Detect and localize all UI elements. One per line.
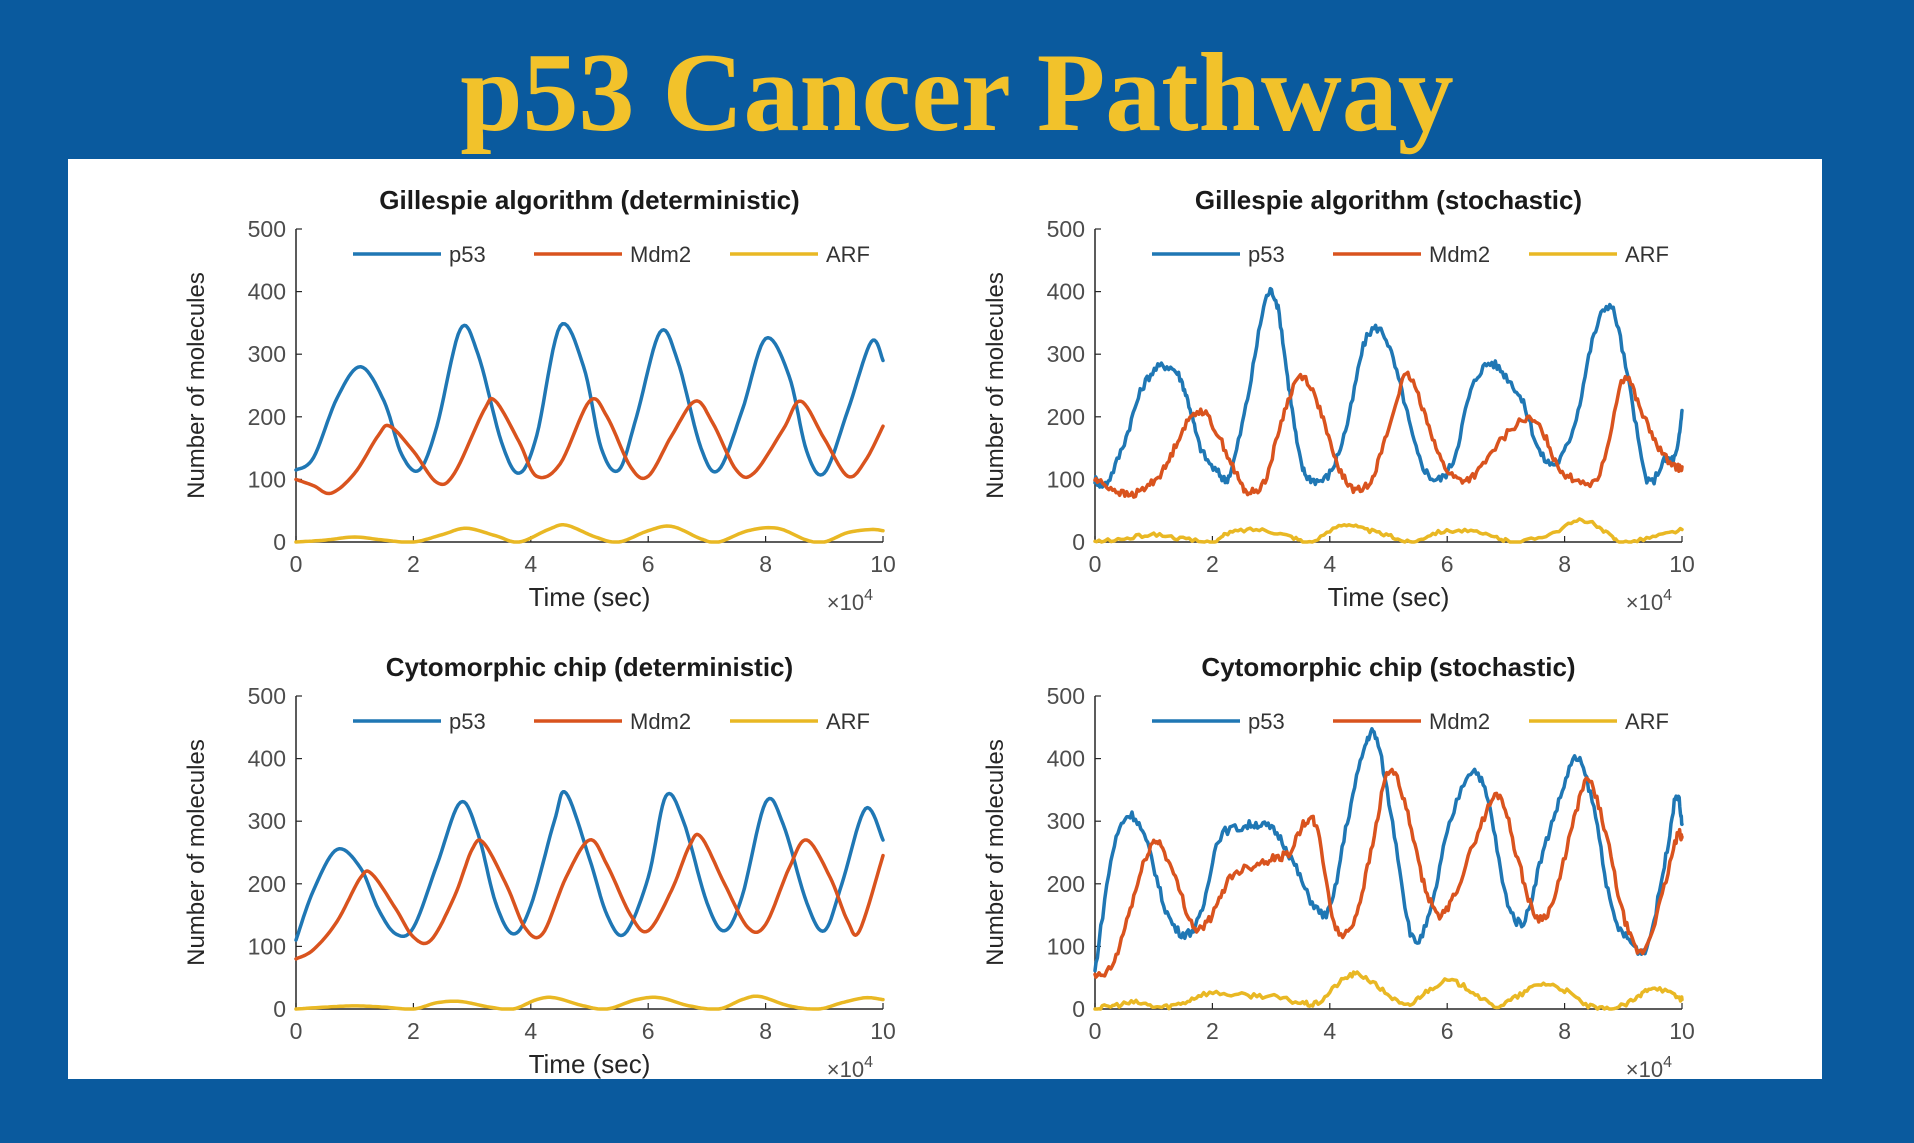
series-arf-line: [294, 994, 885, 1011]
x-tick-label: 0: [290, 1018, 303, 1044]
x-tick-label: 6: [1441, 1018, 1454, 1044]
legend-label-mdm2: Mdm2: [630, 709, 691, 734]
chart-title: Gillespie algorithm (deterministic): [379, 185, 799, 215]
chart-3: Cytomorphic chip (deterministic)01002003…: [183, 652, 896, 1079]
y-tick-label: 200: [248, 404, 286, 430]
y-tick-label: 300: [1047, 808, 1085, 834]
legend-label-arf: ARF: [1625, 242, 1669, 267]
y-tick-label: 300: [248, 808, 286, 834]
x-tick-label: 8: [759, 1018, 772, 1044]
legend-label-mdm2: Mdm2: [1429, 242, 1490, 267]
figure-panel: Gillespie algorithm (deterministic) 0 100 2…: [68, 159, 1822, 1079]
x-exponent-label: ×104: [827, 1054, 873, 1079]
series-mdm2-line: [294, 832, 885, 961]
series-p53-line: [1093, 286, 1684, 489]
y-axis-label: Number of molecules: [183, 272, 210, 499]
y-tick-label: 200: [1047, 404, 1085, 430]
chart-grid: Gillespie algorithm (deterministic)01002…: [183, 185, 1695, 1079]
x-tick-label: 10: [870, 551, 896, 577]
legend-label-p53: p53: [1248, 242, 1285, 267]
x-exponent-power: 4: [864, 1054, 873, 1071]
x-exponent-label: ×104: [1626, 1054, 1672, 1079]
y-tick-label: 400: [1047, 746, 1085, 772]
x-axis-label: Time (sec): [529, 582, 651, 612]
x-exponent-power: 4: [864, 587, 873, 604]
series-mdm2-line: [1093, 767, 1684, 979]
series-p53-line: [1093, 727, 1684, 973]
x-tick-label: 4: [1323, 1018, 1336, 1044]
slide-title: p53 Cancer Pathway: [460, 31, 1454, 155]
x-exponent-power: 4: [1663, 587, 1672, 604]
y-tick-label: 0: [273, 996, 286, 1022]
x-tick-label: 0: [290, 551, 303, 577]
series-mdm2-line: [1093, 370, 1684, 499]
legend-label-p53: p53: [449, 242, 486, 267]
y-tick-label: 300: [1047, 341, 1085, 367]
chart-title: Gillespie algorithm (stochastic): [1195, 185, 1582, 215]
x-tick-label: 0: [1089, 551, 1102, 577]
legend-label-mdm2: Mdm2: [630, 242, 691, 267]
series-p53-line: [294, 322, 885, 477]
x-tick-label: 6: [1441, 551, 1454, 577]
x-tick-label: 10: [870, 1018, 896, 1044]
x-tick-label: 2: [407, 551, 420, 577]
chart-title: Cytomorphic chip (deterministic): [386, 652, 793, 682]
y-tick-label: 500: [248, 683, 286, 709]
y-tick-label: 500: [1047, 216, 1085, 242]
x-tick-label: 6: [642, 1018, 655, 1044]
legend-label-p53: p53: [1248, 709, 1285, 734]
y-tick-label: 200: [248, 871, 286, 897]
y-tick-label: 400: [1047, 279, 1085, 305]
x-tick-label: 8: [759, 551, 772, 577]
series-p53-line: [294, 790, 885, 942]
y-tick-label: 100: [1047, 466, 1085, 492]
x-tick-label: 4: [1323, 551, 1336, 577]
legend-label-p53: p53: [449, 709, 486, 734]
y-tick-label: 100: [248, 933, 286, 959]
chart-4: Cytomorphic chip (stochastic)01002003004…: [982, 652, 1695, 1079]
series-mdm2-line: [294, 396, 885, 496]
series-arf-line: [1093, 970, 1684, 1011]
x-tick-label: 4: [524, 551, 537, 577]
legend-label-arf: ARF: [1625, 709, 1669, 734]
y-tick-label: 0: [273, 529, 286, 555]
y-axis-label: Number of molecules: [982, 272, 1009, 499]
legend-label-mdm2: Mdm2: [1429, 709, 1490, 734]
x-tick-label: 2: [407, 1018, 420, 1044]
x-tick-label: 8: [1558, 1018, 1571, 1044]
y-axis-label: Number of molecules: [982, 739, 1009, 966]
x-tick-label: 2: [1206, 551, 1219, 577]
x-exponent-power: 4: [1663, 1054, 1672, 1071]
chart-2: Gillespie algorithm (stochastic)01002003…: [982, 185, 1695, 615]
x-exponent-label: ×104: [1626, 587, 1672, 615]
x-tick-label: 6: [642, 551, 655, 577]
y-tick-label: 400: [248, 279, 286, 305]
y-axis-label: Number of molecules: [183, 739, 210, 966]
x-tick-label: 0: [1089, 1018, 1102, 1044]
y-tick-label: 0: [1072, 996, 1085, 1022]
y-tick-label: 200: [1047, 871, 1085, 897]
x-tick-label: 2: [1206, 1018, 1219, 1044]
y-tick-label: 100: [248, 466, 286, 492]
y-tick-label: 500: [248, 216, 286, 242]
y-tick-label: 500: [1047, 683, 1085, 709]
x-exponent-label: ×104: [827, 587, 873, 615]
y-tick-label: 100: [1047, 933, 1085, 959]
chart-1: Gillespie algorithm (deterministic)01002…: [183, 185, 896, 615]
x-axis-label: Time (sec): [1328, 582, 1450, 612]
y-tick-label: 0: [1072, 529, 1085, 555]
x-tick-label: 4: [524, 1018, 537, 1044]
legend-label-arf: ARF: [826, 709, 870, 734]
y-tick-label: 400: [248, 746, 286, 772]
legend-label-arf: ARF: [826, 242, 870, 267]
x-tick-label: 10: [1669, 1018, 1695, 1044]
chart-title: Cytomorphic chip (stochastic): [1201, 652, 1575, 682]
series-arf-line: [1093, 517, 1684, 544]
x-tick-label: 10: [1669, 551, 1695, 577]
series-arf-line: [294, 523, 885, 544]
x-axis-label: Time (sec): [529, 1049, 651, 1079]
x-tick-label: 8: [1558, 551, 1571, 577]
y-tick-label: 300: [248, 341, 286, 367]
